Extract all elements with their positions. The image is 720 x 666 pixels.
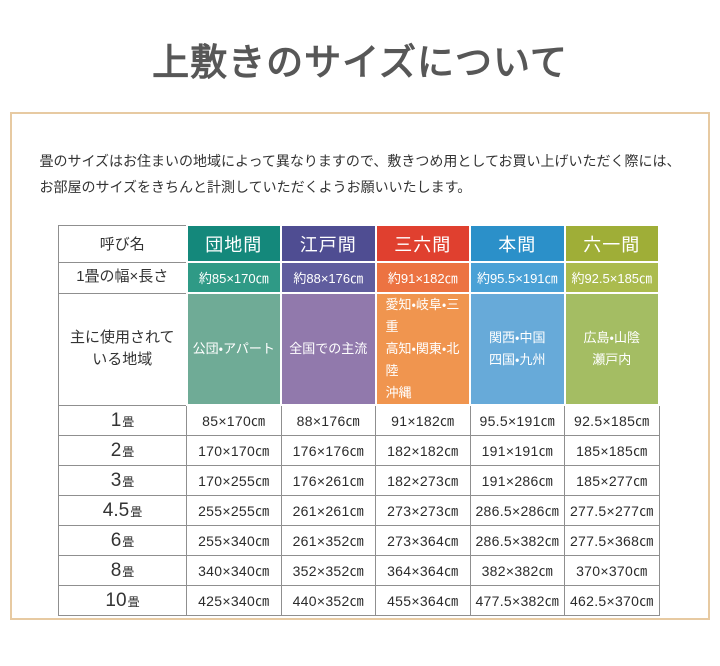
mat-unit: 畳	[122, 474, 135, 489]
size-value-cell: 455×364㎝	[375, 585, 471, 617]
size-value-cell: 191×191㎝	[469, 435, 565, 467]
mat-size-rokuichima: 約92.5×185㎝	[563, 261, 660, 294]
size-value-cell: 425×340㎝	[186, 585, 282, 617]
intro-line-2: お部屋のサイズをきちんと計測していただくようお願いいたします。	[39, 179, 472, 195]
mat-row-3-label: 3畳	[58, 465, 187, 497]
mat-size-danchima: 約85×170㎝	[185, 261, 282, 294]
column-header-danchima: 団地間	[185, 224, 282, 263]
size-value-cell: 85×170㎝	[186, 404, 282, 437]
mat-unit: 畳	[130, 504, 143, 519]
mat-row-4-5: 4.5畳 255×255㎝ 261×261㎝ 273×273㎝ 286.5×28…	[58, 495, 660, 527]
size-value-cell: 382×382㎝	[469, 555, 565, 587]
size-value-cell: 95.5×191㎝	[469, 404, 565, 437]
size-value-cell: 286.5×286㎝	[469, 495, 565, 527]
region-rokuichima: 広島・山陰 瀬戸内	[563, 291, 660, 407]
size-value-cell: 176×261㎝	[280, 465, 376, 497]
size-value-cell: 88×176㎝	[280, 404, 376, 437]
mat-unit: 畳	[122, 444, 135, 459]
size-value-cell: 261×352㎝	[280, 525, 376, 557]
mat-size-sanrokuma: 約91×182㎝	[374, 261, 471, 294]
size-value-cell: 261×261㎝	[280, 495, 376, 527]
mat-size-row: 1畳の幅×長さ 約85×170㎝ 約88×176㎝ 約91×182㎝ 約95.5…	[58, 261, 660, 294]
content-frame: 畳のサイズはお住まいの地域によって異なりますので、敷きつめ用としてお買い上げいた…	[10, 112, 710, 620]
mat-unit: 畳	[122, 564, 135, 579]
mat-count: 6	[110, 529, 122, 551]
region-edoma: 全国での主流	[280, 291, 377, 407]
mat-row-6: 6畳 255×340㎝ 261×352㎝ 273×364㎝ 286.5×382㎝…	[58, 525, 660, 557]
size-value-cell: 462.5×370㎝	[564, 585, 660, 617]
column-header-honma: 本間	[469, 224, 566, 263]
size-value-cell: 185×277㎝	[564, 465, 660, 497]
mat-count: 10	[105, 589, 127, 611]
mat-size-edoma: 約88×176㎝	[280, 261, 377, 294]
size-value-cell: 182×182㎝	[375, 435, 471, 467]
mat-count: 2	[110, 439, 122, 461]
size-value-cell: 170×170㎝	[186, 435, 282, 467]
size-value-cell: 477.5×382㎝	[469, 585, 565, 617]
mat-count: 3	[110, 469, 122, 491]
size-value-cell: 370×370㎝	[564, 555, 660, 587]
page-title: 上敷きのサイズについて	[152, 40, 568, 84]
mat-row-2: 2畳 170×170㎝ 176×176㎝ 182×182㎝ 191×191㎝ 1…	[58, 435, 660, 467]
column-header-rokuichima: 六一間	[563, 224, 660, 263]
mat-row-2-label: 2畳	[58, 435, 187, 467]
region-row-label: 主に使用されて いる地域	[58, 292, 187, 406]
region-danchima: 公団・アパート	[185, 291, 282, 407]
size-value-cell: 277.5×368㎝	[564, 525, 660, 557]
header-row: 呼び名 団地間 江戸間 三六間 本間 六一間	[58, 224, 660, 263]
size-value-cell: 277.5×277㎝	[564, 495, 660, 527]
mat-unit: 畳	[122, 414, 135, 429]
size-value-cell: 352×352㎝	[280, 555, 376, 587]
mat-unit: 畳	[122, 534, 135, 549]
mat-row-1-label: 1畳	[58, 404, 187, 437]
region-sanrokuma: 愛知・岐阜・三重 高知・関東・北陸 沖縄	[374, 291, 471, 407]
size-value-cell: 286.5×382㎝	[469, 525, 565, 557]
mat-count: 8	[110, 559, 122, 581]
size-value-cell: 255×340㎝	[186, 525, 282, 557]
mat-count: 4.5	[102, 499, 130, 521]
mat-size-honma: 約95.5×191㎝	[469, 261, 566, 294]
region-honma: 関西・中国 四国・九州	[469, 291, 566, 407]
mat-size-row-label: 1畳の幅×長さ	[58, 261, 187, 294]
region-row: 主に使用されて いる地域 公団・アパート 全国での主流 愛知・岐阜・三重 高知・…	[58, 291, 660, 407]
mat-row-8-label: 8畳	[58, 555, 187, 587]
size-value-cell: 191×286㎝	[469, 465, 565, 497]
size-value-cell: 364×364㎝	[375, 555, 471, 587]
size-value-cell: 185×185㎝	[564, 435, 660, 467]
intro-line-1: 畳のサイズはお住まいの地域によって異なりますので、敷きつめ用としてお買い上げいた…	[39, 153, 681, 169]
size-value-cell: 273×273㎝	[375, 495, 471, 527]
intro-text: 畳のサイズはお住まいの地域によって異なりますので、敷きつめ用としてお買い上げいた…	[39, 148, 680, 200]
size-value-cell: 92.5×185㎝	[564, 404, 660, 437]
mat-row-8: 8畳 340×340㎝ 352×352㎝ 364×364㎝ 382×382㎝ 3…	[58, 555, 660, 587]
mat-row-4-5-label: 4.5畳	[58, 495, 187, 527]
size-value-cell: 340×340㎝	[186, 555, 282, 587]
column-header-edoma: 江戸間	[280, 224, 377, 263]
size-value-cell: 440×352㎝	[280, 585, 376, 617]
mat-row-10: 10畳 425×340㎝ 440×352㎝ 455×364㎝ 477.5×382…	[58, 585, 660, 617]
column-header-sanrokuma: 三六間	[374, 224, 471, 263]
size-value-cell: 91×182㎝	[375, 404, 471, 437]
size-value-cell: 176×176㎝	[280, 435, 376, 467]
size-value-cell: 182×273㎝	[375, 465, 471, 497]
corner-header: 呼び名	[58, 224, 187, 263]
tatami-size-table: 呼び名 団地間 江戸間 三六間 本間 六一間 1畳の幅×長さ 約85×170㎝ …	[58, 224, 660, 617]
size-value-cell: 255×255㎝	[186, 495, 282, 527]
mat-row-1: 1畳 85×170㎝ 88×176㎝ 91×182㎝ 95.5×191㎝ 92.…	[58, 404, 660, 437]
mat-count: 1	[110, 409, 122, 431]
mat-row-6-label: 6畳	[58, 525, 187, 557]
mat-row-10-label: 10畳	[58, 585, 187, 617]
size-value-cell: 170×255㎝	[186, 465, 282, 497]
mat-row-3: 3畳 170×255㎝ 176×261㎝ 182×273㎝ 191×286㎝ 1…	[58, 465, 660, 497]
mat-unit: 畳	[127, 594, 140, 609]
size-value-cell: 273×364㎝	[375, 525, 471, 557]
